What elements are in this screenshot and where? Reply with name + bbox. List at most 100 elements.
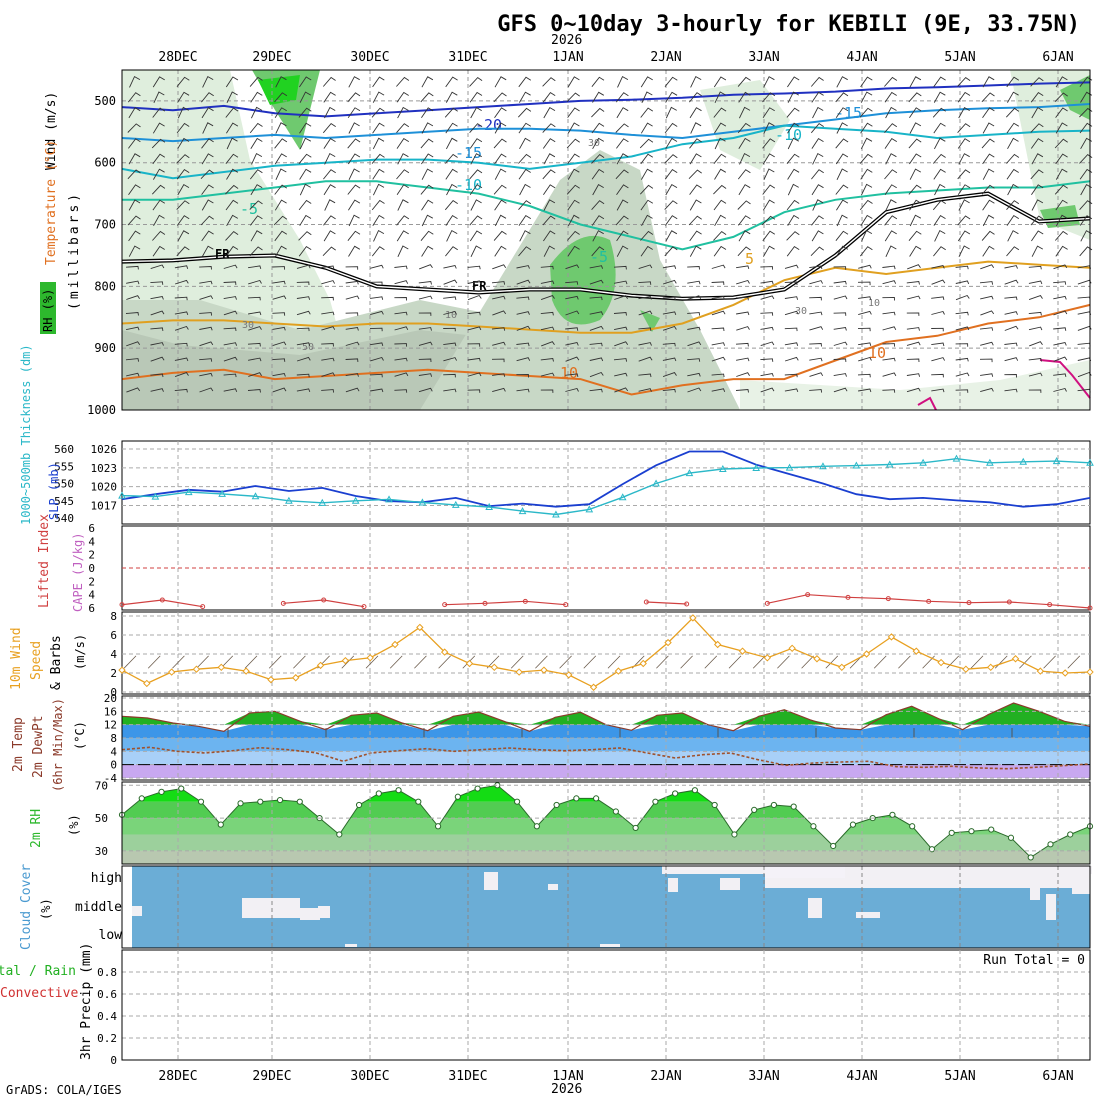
wind-barb — [787, 76, 800, 88]
slp-ytick: 1020 — [91, 481, 118, 494]
wind-barb — [126, 326, 140, 331]
date-label-top: 4JAN — [846, 50, 877, 65]
rh-marker — [711, 801, 718, 809]
wind-barb — [199, 295, 214, 300]
wind-barb — [1004, 296, 1018, 301]
wind-barb — [125, 265, 139, 270]
wind-barb — [689, 107, 702, 119]
wind-barb — [931, 310, 945, 315]
wind-barb — [1028, 358, 1042, 362]
rh-marker — [889, 811, 896, 818]
date-label-bottom: 4JAN — [846, 1069, 877, 1084]
temperature-contour-label: -5 — [590, 248, 608, 266]
rh-line — [121, 784, 1091, 859]
wind10m-barb — [607, 655, 621, 669]
thickness-marker — [1019, 457, 1028, 465]
wind-barb — [784, 310, 799, 316]
wind-barb — [296, 310, 311, 316]
wind-barb — [153, 91, 165, 103]
wind10m-marker — [118, 666, 126, 674]
wind-barb — [394, 357, 408, 362]
wind10m-barb — [438, 655, 451, 669]
wind-barb — [735, 389, 749, 393]
wind-barb — [884, 215, 898, 226]
wind-barb — [494, 153, 507, 165]
wind10m-barb — [704, 655, 718, 669]
wind-barb — [860, 76, 873, 88]
rh-marker — [395, 787, 402, 794]
wind-barb — [421, 153, 434, 165]
wind-barb — [298, 245, 312, 257]
wind-barb — [345, 387, 360, 393]
wind-barb — [272, 341, 287, 347]
wind-barb — [616, 245, 629, 257]
wind10m-unit: (m/s) — [73, 634, 87, 670]
temperature-cool-gap — [122, 724, 1090, 732]
wind-barb — [616, 138, 629, 149]
wind-barb — [519, 230, 531, 242]
wind-barb — [223, 388, 238, 392]
wind-barb — [811, 230, 824, 242]
wind10m-marker — [738, 647, 747, 655]
wind-barb — [884, 123, 898, 133]
temperature-contour — [121, 124, 1091, 180]
wind-barb — [860, 183, 873, 196]
temperature-band — [122, 724, 1090, 738]
wind-barb — [882, 297, 895, 301]
wind-barb — [1007, 91, 1019, 103]
wind-barb — [492, 295, 506, 300]
thickness-frame — [121, 440, 1091, 525]
wind-barb — [662, 342, 676, 347]
wind-barb — [543, 199, 556, 211]
wind-barb — [467, 389, 481, 393]
wind-barb — [714, 122, 727, 134]
wind-barb — [1053, 373, 1067, 378]
thickness-marker — [451, 500, 460, 508]
wind-barb — [1055, 76, 1068, 88]
cloud-cover-block — [1030, 878, 1040, 900]
wind-barb — [614, 280, 628, 285]
wind-barb — [566, 184, 580, 195]
temp-ylabel: 2m Temp — [11, 717, 26, 772]
rh-band — [122, 834, 1090, 851]
temperature-contour-label: 10 — [560, 364, 578, 382]
wind-barb — [982, 107, 995, 118]
wind-barb — [174, 372, 189, 378]
wind-barb — [1004, 342, 1018, 347]
wind-barb — [176, 200, 190, 210]
wind-barb — [958, 153, 970, 165]
rh-marker — [355, 801, 363, 809]
wind-barb — [809, 280, 823, 285]
wind10m-barb — [1043, 655, 1056, 669]
wind-barb — [809, 296, 822, 301]
wind-barb — [836, 199, 849, 211]
thickness-marker — [618, 493, 627, 501]
wind-barb — [272, 295, 287, 300]
wind-barbs — [125, 75, 1093, 393]
wind-barb — [957, 169, 971, 180]
wind-barb — [762, 230, 776, 242]
stability-ytick: 2 — [88, 575, 95, 588]
thickness-marker — [986, 458, 994, 466]
wind-barb — [1004, 357, 1019, 362]
wind-barb — [348, 76, 360, 88]
temperature-contour-label: -5 — [240, 200, 258, 218]
wind-barb — [687, 312, 701, 316]
cloud-ylabel: Cloud Cover — [19, 864, 34, 950]
wind-barb — [689, 153, 702, 165]
rh-marker — [691, 787, 698, 794]
wind-barb — [371, 199, 385, 211]
wind-barb — [150, 388, 164, 392]
wind-barb — [199, 358, 213, 362]
temperature-ylabel: Temperature (°C) — [44, 140, 59, 265]
wind-barb — [786, 231, 800, 241]
wind-barb — [858, 388, 872, 393]
wind-barb — [567, 168, 580, 180]
wind-barb — [249, 169, 263, 180]
wind-barb — [711, 296, 725, 300]
wind-barb — [225, 199, 239, 211]
wind10m-barb — [341, 655, 355, 669]
wind-barb — [492, 387, 506, 393]
wind-barb — [955, 280, 970, 285]
wind10m-barb — [172, 655, 185, 669]
